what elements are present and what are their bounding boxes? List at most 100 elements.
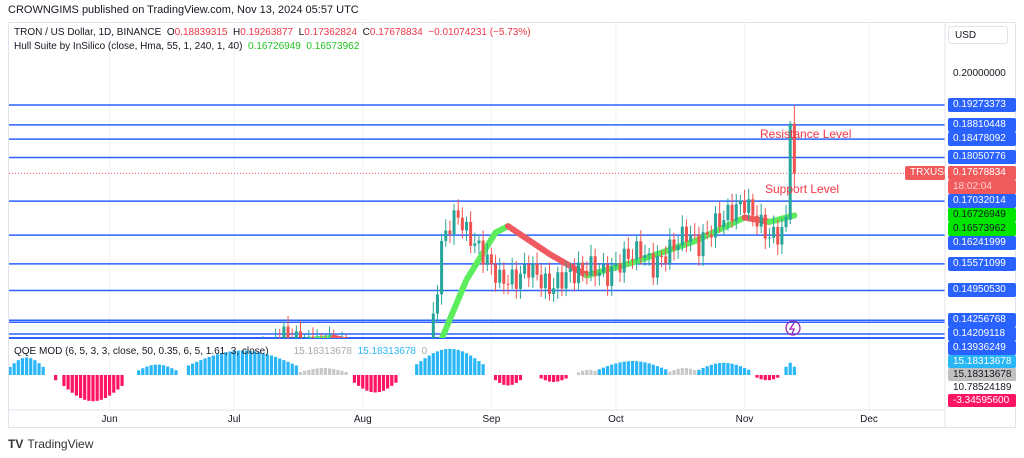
qqe-bar-down [394,375,398,383]
qqe-bar-down [91,375,95,402]
qqe-bar-up [734,364,738,375]
qqe-bar-down [83,375,87,400]
qqe-bar-up [601,367,606,375]
qqe-bar-up [186,365,191,375]
qqe-label: QQE MOD (6, 5, 3, 3, close, 50, 0.35, 6,… [14,346,269,357]
qqe-bar-up [294,365,298,375]
candle-body [626,248,630,260]
qqe-bar-up [747,369,751,375]
qqe-bar-up [606,366,610,375]
qqe-bar-up [635,361,639,375]
candle-body [469,221,473,246]
qqe-bar-neutral [680,368,684,375]
candle-body [668,239,672,264]
alert-icon[interactable] [785,320,801,336]
qqe-bar-up [137,370,141,375]
candle-body [618,263,622,273]
candle-body [311,336,315,338]
candle-body [539,274,543,289]
candle-body [755,215,759,227]
qqe-bar-up [211,355,215,375]
qqe-bar-up [16,360,20,375]
qqe-bar-up [253,351,257,375]
currency-button[interactable]: USD [948,26,1008,44]
qqe-bar-up [460,351,464,375]
symbol-legend[interactable]: TRON / US Dollar, 1D, BINANCE O0.1883931… [14,27,531,38]
candle-body [435,294,439,314]
qqe-bar-down [373,375,377,393]
qqe-bar-up [643,362,647,375]
qqe-bar-up [232,350,236,375]
qqe-bar-down [498,375,502,383]
qqe-bar-down [560,375,564,381]
candle-body [655,256,659,278]
qqe-bar-up [274,356,278,375]
candle-body [730,204,734,222]
candle-body [548,273,551,294]
qqe-bar-up [203,358,207,375]
qqe-bar-up [215,354,220,375]
qqe-legend[interactable]: QQE MOD (6, 5, 3, 3, close, 50, 0.35, 6,… [14,346,427,357]
qqe-bar-up [170,368,174,375]
candle-body [444,230,448,241]
qqe-bar-up [149,365,153,375]
qqe-bar-up [639,361,643,375]
qqe-bar-up [784,366,788,375]
open-label: O [166,27,175,38]
candle-body [776,226,780,245]
hull-value-2: 0.16573962 [306,41,360,52]
candle-body [568,268,572,273]
qqe-bar-down [514,375,518,383]
tv-logo-icon: TV [8,437,24,451]
candle-body [622,248,626,273]
candle-body [477,240,481,244]
qqe-value-2: 15.18313678 [357,346,416,357]
qqe-bar-down [116,375,120,390]
candle-body [747,199,751,213]
qqe-bar-down [357,375,361,386]
qqe-bar-neutral [311,368,315,375]
qqe-bar-neutral [581,370,585,375]
candle-body [792,123,796,174]
resistance-annotation: Resistance Level [760,127,852,141]
qqe-bar-up [145,366,149,375]
qqe-bar-up [730,363,734,375]
qqe-bar-neutral [668,371,672,375]
qqe-bar-neutral [315,368,319,375]
time-tick-aug: Aug [353,414,372,425]
qqe-bar-up [282,360,286,375]
qqe-bar-up [265,354,269,375]
candle-body [680,226,684,246]
qqe-bar-up [141,368,145,375]
qqe-bar-up [161,365,166,375]
qqe-bar-down [493,375,498,381]
qqe-bar-down [108,375,112,396]
candle-body [709,234,713,238]
candle-body [399,358,402,361]
time-tick-jun: Jun [101,414,118,425]
qqe-bar-down [506,375,510,386]
qqe-bar-up [20,358,25,375]
candle-body [767,237,771,239]
candle-body [552,288,556,294]
candle-body [452,210,456,235]
qqe-bar-down [390,375,394,386]
qqe-bar-up [240,350,244,375]
qqe-bar-up [244,350,249,375]
qqe-bar-up [630,361,635,375]
candle-body [460,217,464,231]
qqe-bar-up [718,362,722,375]
qqe-bar-down [539,375,543,379]
qqe-bar-up [199,360,203,375]
candle-body [601,264,605,273]
candle-body [610,266,614,286]
hull-band-up [438,223,511,338]
tradingview-logo[interactable]: TV TradingView [8,437,93,451]
candle-body [614,263,618,267]
qqe-bar-neutral [589,369,593,375]
candle-body [523,264,527,274]
candle-body [299,331,302,338]
candle-body [456,210,460,218]
hull-legend[interactable]: Hull Suite by InSilico (close, Hma, 55, … [14,41,359,52]
